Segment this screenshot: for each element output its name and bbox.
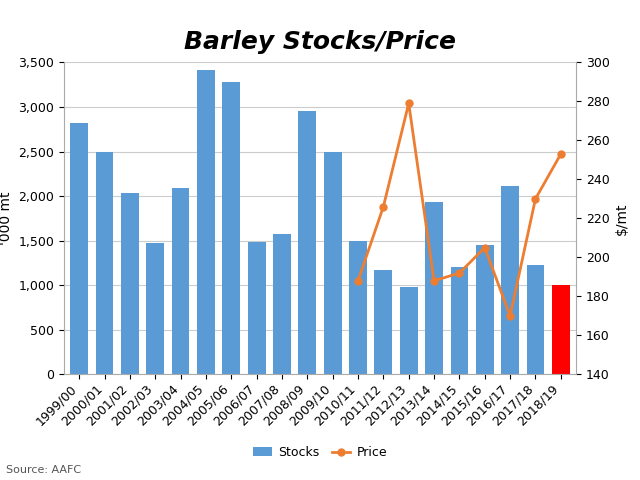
Bar [197,70,215,374]
Bar [96,152,113,374]
Bar [501,186,519,374]
Bar [324,153,342,374]
Bar [476,245,493,374]
Bar [298,111,316,374]
Text: Source: AAFC: Source: AAFC [6,465,81,475]
Bar [527,265,544,374]
Bar [400,288,417,374]
Bar [425,202,443,374]
Bar [223,82,240,374]
Bar [552,285,570,374]
Title: Barley Stocks/Price: Barley Stocks/Price [184,29,456,53]
Bar [451,267,468,374]
Bar [349,241,367,374]
Bar [121,192,139,374]
Bar [147,243,164,374]
Bar [248,241,266,374]
Bar [273,234,291,374]
Y-axis label: '000 mt: '000 mt [0,192,13,245]
Bar [70,123,88,374]
Legend: Stocks, Price: Stocks, Price [248,441,392,464]
Bar [374,270,392,374]
Bar [172,188,189,374]
Y-axis label: $/mt: $/mt [615,202,629,235]
